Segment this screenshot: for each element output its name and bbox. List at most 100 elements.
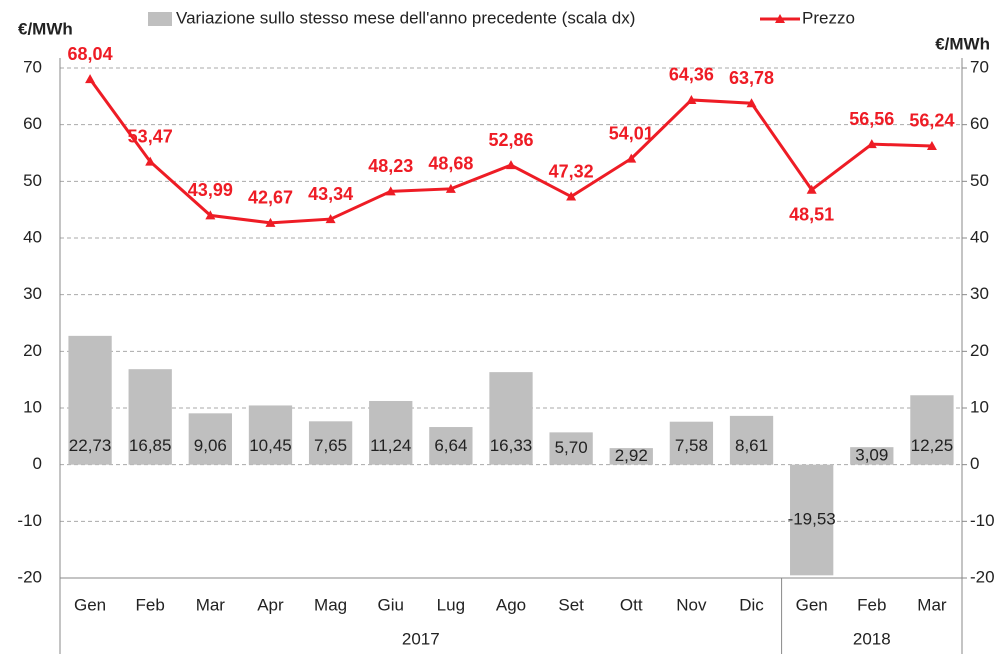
x-tick-label: Mar [917,595,947,614]
bar [729,415,774,465]
y-tick-label: -10 [17,511,42,530]
bar [68,335,112,465]
line-marker [746,98,757,108]
y-tick-label: 10 [23,397,42,416]
x-tick-label: Feb [857,595,886,614]
bar-value-label: 10,45 [249,436,292,455]
bar-value-label: -19,53 [788,509,836,528]
y-tick-label: 70 [23,57,42,76]
y2-tick-label: 70 [970,57,989,76]
bar [609,448,653,465]
x-tick-label: Dic [739,595,764,614]
x-tick-label: Mag [314,595,347,614]
x-tick-label: Mar [196,595,226,614]
line-value-label: 52,86 [488,130,533,150]
x-tick-label: Gen [74,595,106,614]
line-marker [926,140,937,150]
bar [308,421,353,465]
bar-value-label: 9,06 [194,436,227,455]
legend-label: Prezzo [802,8,855,27]
bar-value-label: 3,09 [855,445,888,464]
bar [850,447,894,465]
line-marker [626,153,637,163]
bar-value-label: 7,58 [675,436,708,455]
line-value-label: 68,04 [68,44,113,64]
line-value-label: 48,51 [789,205,834,225]
bar [489,372,533,465]
bar-value-label: 16,85 [129,436,172,455]
bar [248,405,293,465]
bar [369,400,413,465]
line-value-label: 47,32 [549,161,594,181]
line-value-label: 63,78 [729,68,774,88]
x-group-label: 2018 [853,629,891,648]
legend-swatch [148,12,172,26]
bar-value-label: 22,73 [69,436,112,455]
x-group-label: 2017 [402,629,440,648]
y-tick-label: 60 [23,114,42,133]
line-value-label: 64,36 [669,65,714,85]
x-tick-label: Lug [437,595,465,614]
bar [429,427,473,465]
line-value-label: 48,68 [428,154,473,174]
y-tick-label: 30 [23,284,42,303]
line-value-label: 56,24 [909,111,954,131]
bar-value-label: 12,25 [911,436,954,455]
y-tick-label: 20 [23,341,42,360]
x-tick-label: Set [558,595,584,614]
x-tick-label: Ott [620,595,643,614]
bar [549,432,593,465]
line-marker [265,217,276,227]
bar-value-label: 6,64 [434,436,467,455]
y2-tick-label: -20 [970,567,995,586]
price-line [88,78,932,225]
line-marker [205,210,216,220]
line-marker [506,160,516,170]
y-axis-label: €/MWh [18,19,73,38]
line-value-label: 53,47 [128,126,173,146]
line-value-label: 43,99 [188,180,233,200]
bar [188,413,232,465]
y2-tick-label: 60 [970,114,989,133]
x-tick-label: Feb [136,595,165,614]
line-value-label: 56,56 [849,109,894,129]
line-marker [385,186,396,196]
bar-value-label: 11,24 [370,436,411,455]
line-value-label: 48,23 [368,156,413,176]
y2-tick-label: 50 [970,171,989,190]
line-marker [325,214,336,224]
bar [669,421,714,465]
line-value-label: 43,34 [308,184,353,204]
bar [790,464,834,576]
bar-value-label: 7,65 [314,436,347,455]
bar-value-label: 5,70 [555,438,588,457]
y-tick-label: 50 [23,171,42,190]
y-tick-label: 40 [23,227,42,246]
y2-tick-label: -10 [970,511,995,530]
x-tick-label: Nov [676,595,707,614]
x-tick-label: Apr [257,595,284,614]
line-marker [145,156,156,166]
bar-value-label: 8,61 [735,436,768,455]
line-marker [866,139,877,149]
line-marker [566,191,577,201]
line-value-label: 54,01 [609,123,654,143]
line-marker [445,183,456,193]
legend-marker [775,14,785,23]
y2-axis-label: €/MWh [935,34,990,53]
y2-tick-label: 10 [970,397,989,416]
y-tick-label: -20 [17,567,42,586]
line-marker [686,94,697,104]
x-tick-label: Giu [377,595,403,614]
y2-tick-label: 0 [970,454,979,473]
bar-value-label: 16,33 [490,436,533,455]
y-tick-label: 0 [33,454,42,473]
y2-tick-label: 20 [970,341,989,360]
bar [128,369,172,465]
line-value-label: 42,67 [248,188,293,208]
line-marker [85,74,96,84]
bar [910,395,954,465]
bar-value-label: 2,92 [615,446,648,465]
y2-tick-label: 40 [970,227,989,246]
